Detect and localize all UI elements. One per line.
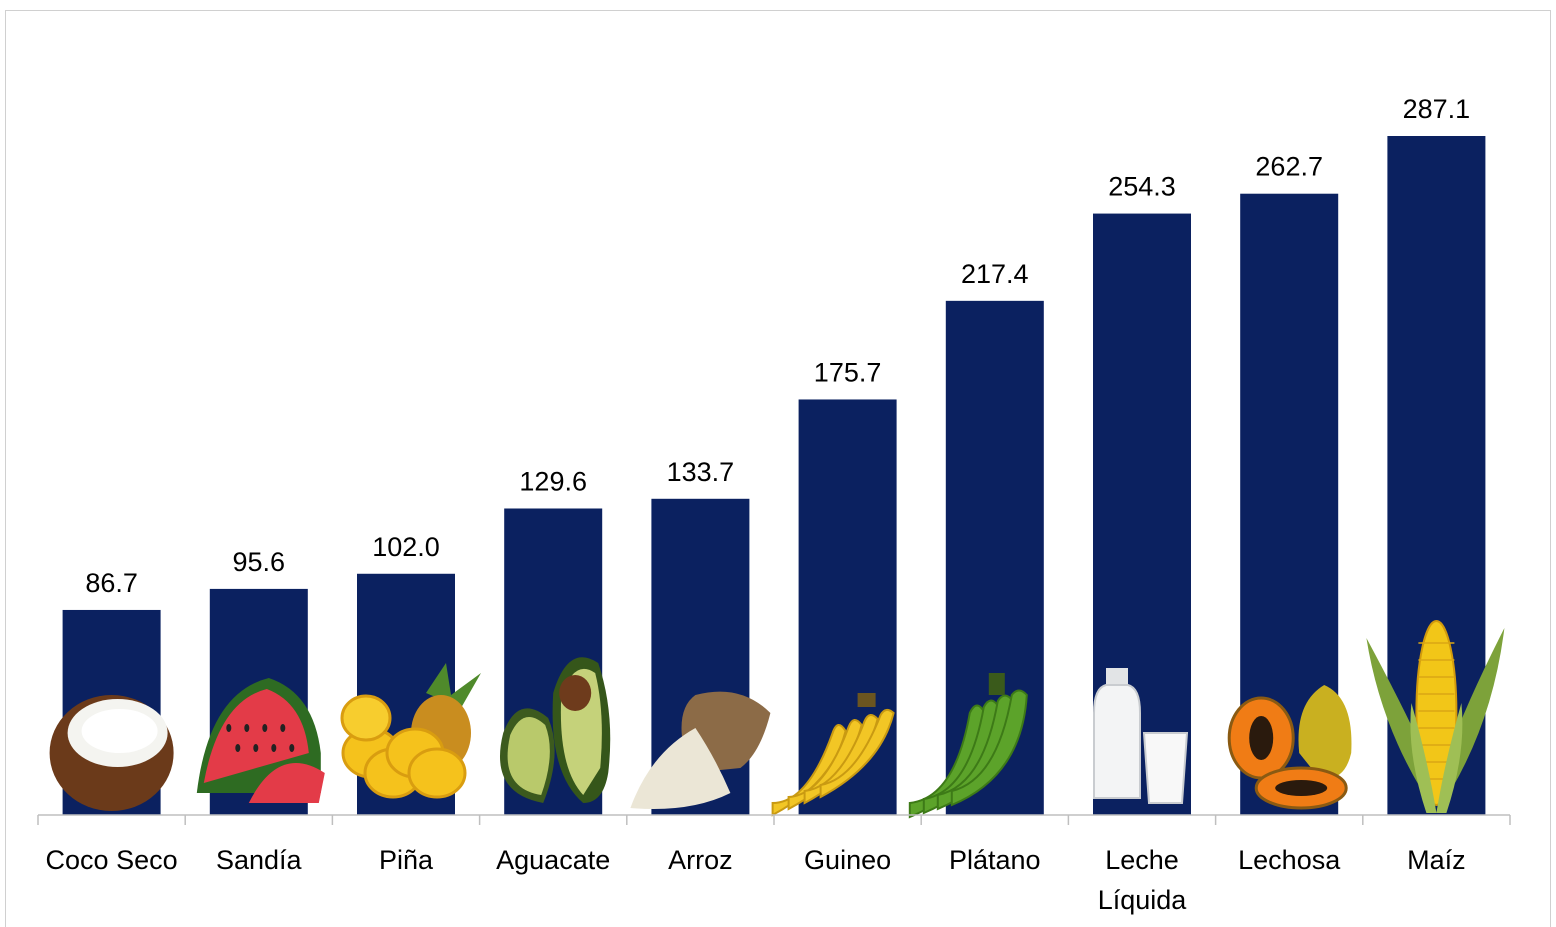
- value-label-arroz: 133.7: [667, 457, 735, 487]
- x-axis: [37, 814, 1511, 825]
- value-label-maiz: 287.1: [1403, 94, 1471, 124]
- plantain-icon: [908, 673, 1028, 819]
- category-label-leche-liquida-line-1: Leche: [1105, 845, 1179, 875]
- avocado-icon: [499, 657, 611, 803]
- papaya-icon: [1227, 685, 1352, 810]
- category-label-pina: Piña: [379, 845, 434, 875]
- value-label-lechosa: 262.7: [1255, 152, 1323, 182]
- value-label-platano: 217.4: [961, 259, 1029, 289]
- coconut-icon: [49, 695, 174, 811]
- category-label-maiz: Maíz: [1407, 845, 1466, 875]
- value-label-pina: 102.0: [372, 532, 440, 562]
- rice-sack-icon: [630, 691, 771, 809]
- category-label-sandia: Sandía: [216, 845, 303, 875]
- category-label-coco-seco: Coco Seco: [46, 845, 178, 875]
- pineapple-icon: [340, 663, 481, 799]
- category-label-aguacate: Aguacate: [496, 845, 610, 875]
- category-label-arroz: Arroz: [668, 845, 733, 875]
- category-label-leche-liquida-line-2: Líquida: [1098, 885, 1188, 915]
- value-label-sandia: 95.6: [233, 547, 286, 577]
- chart-frame: [5, 10, 1551, 927]
- icons-layer: [49, 620, 1505, 819]
- value-label-leche-liquida: 254.3: [1108, 172, 1176, 202]
- milk-bottle-icon: [1093, 668, 1189, 804]
- value-label-coco-seco: 86.7: [85, 568, 138, 598]
- corn-icon: [1366, 620, 1505, 813]
- category-label-guineo: Guineo: [804, 845, 891, 875]
- banana-icon: [771, 693, 895, 817]
- labels-layer: 86.7 Coco Seco 95.6 Sandía 102.0 Piña 129.6 Agu…: [46, 94, 1471, 915]
- value-label-aguacate: 129.6: [519, 466, 587, 496]
- watermelon-icon: [196, 678, 325, 803]
- category-label-lechosa: Lechosa: [1238, 845, 1341, 875]
- value-label-guineo: 175.7: [814, 357, 882, 387]
- category-label-platano: Plátano: [949, 845, 1041, 875]
